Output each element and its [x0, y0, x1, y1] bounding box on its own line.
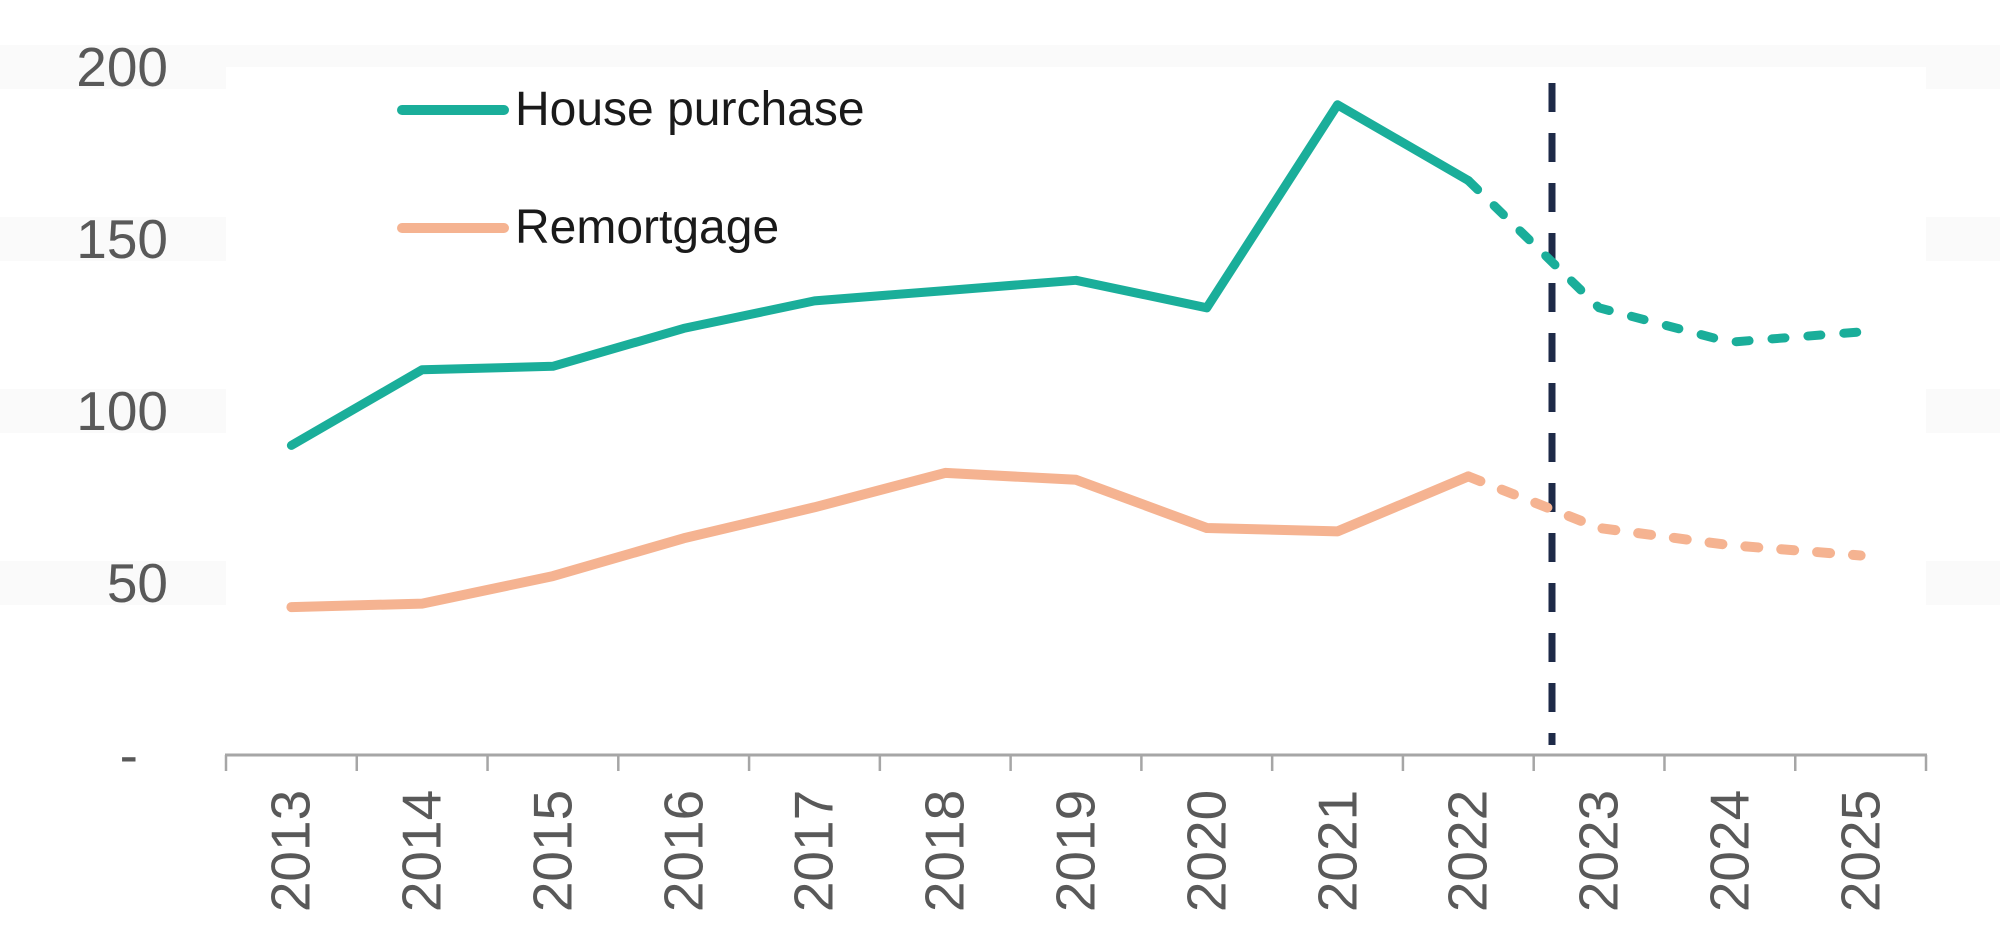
x-axis-label: 2016 [652, 789, 715, 913]
y-axis-label: - [119, 724, 138, 786]
remortgage-line-swatch [397, 223, 509, 233]
plot-area [226, 67, 1926, 755]
x-axis-label: 2019 [1044, 789, 1107, 913]
y-axis-label: 50 [106, 552, 168, 614]
x-axis-label: 2014 [390, 789, 453, 913]
x-axis-label: 2025 [1829, 789, 1892, 913]
remortgage-line-solid [286, 467, 1474, 613]
x-axis-label: 2022 [1436, 789, 1499, 913]
x-axis-label: 2021 [1306, 789, 1369, 913]
house-purchase-line-swatch [397, 105, 509, 115]
legend-item-house-purchase: House purchase [397, 84, 865, 136]
x-axis-label: 2023 [1567, 789, 1630, 913]
y-axis-label: 150 [76, 208, 168, 270]
y-axis-label: 100 [76, 380, 168, 442]
y-axis-label: 200 [76, 36, 168, 98]
x-axis-label: 2024 [1698, 789, 1761, 913]
house-purchase-line-solid [286, 100, 1473, 450]
x-axis-label: 2020 [1175, 789, 1238, 913]
x-axis-label: 2018 [913, 789, 976, 913]
x-axis-label: 2017 [782, 789, 845, 913]
house-purchase-line-forecast-dashed [1463, 176, 1866, 347]
legend-label-remortgage: Remortgage [515, 201, 780, 254]
legend-item-remortgage: Remortgage [397, 202, 779, 254]
x-axis-label: 2013 [259, 789, 322, 913]
x-axis-label: 2015 [521, 789, 584, 913]
remortgage-line-forecast-dashed [1463, 471, 1866, 561]
legend-label-house-purchase: House purchase [515, 83, 865, 136]
